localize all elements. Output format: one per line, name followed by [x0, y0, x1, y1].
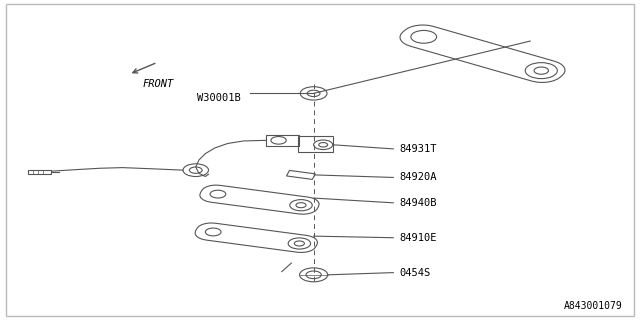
Text: 0454S: 0454S [399, 268, 431, 278]
Text: A843001079: A843001079 [564, 301, 623, 311]
Text: 84931T: 84931T [399, 144, 437, 154]
Text: FRONT: FRONT [143, 79, 174, 89]
Text: 84940B: 84940B [399, 198, 437, 208]
Text: W30001B: W30001B [196, 93, 241, 103]
Text: 84920A: 84920A [399, 172, 437, 182]
Text: 84910E: 84910E [399, 233, 437, 243]
